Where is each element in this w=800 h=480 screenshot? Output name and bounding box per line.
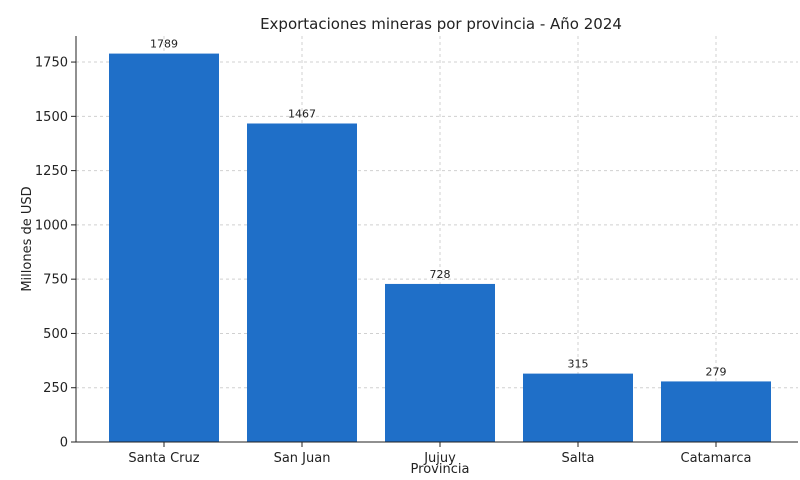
bar-value-label: 728: [430, 268, 451, 281]
bar-value-label: 279: [706, 365, 727, 378]
x-axis-label: Provincia: [411, 462, 470, 477]
x-tick-label: Catamarca: [681, 451, 752, 466]
y-tick-label: 1750: [35, 56, 68, 71]
bar: [109, 53, 219, 443]
y-ticks: 0 250 500 750 1000 1250 1500 1750: [35, 56, 76, 451]
y-tick-label: 1250: [35, 164, 68, 179]
y-axis-label: Millones de USD: [20, 186, 35, 291]
y-tick-label: 500: [43, 327, 68, 342]
y-tick-label: 750: [43, 273, 68, 288]
bar: [385, 283, 495, 442]
y-tick-label: 0: [60, 436, 68, 451]
bar-value-label: 1467: [288, 107, 316, 120]
bar-value-label: 1789: [150, 38, 178, 51]
x-tick-label: San Juan: [274, 451, 331, 466]
y-tick-label: 1500: [35, 110, 68, 125]
bar: [523, 373, 633, 442]
bar-value-label: 315: [568, 358, 589, 371]
x-tick-label: Salta: [562, 451, 595, 466]
y-tick-label: 1000: [35, 218, 68, 233]
bars: [109, 53, 771, 443]
data-labels: 1789 1467 728 315 279: [150, 38, 727, 379]
bar: [247, 123, 357, 443]
bar: [661, 381, 771, 442]
y-tick-label: 250: [43, 381, 68, 396]
x-ticks: Santa Cruz San Juan Jujuy Salta Catamarca: [128, 442, 751, 466]
chart-title: Exportaciones mineras por provincia - Añ…: [260, 15, 622, 33]
x-tick-label: Santa Cruz: [128, 451, 199, 466]
x-tick-label: Jujuy: [423, 451, 456, 466]
